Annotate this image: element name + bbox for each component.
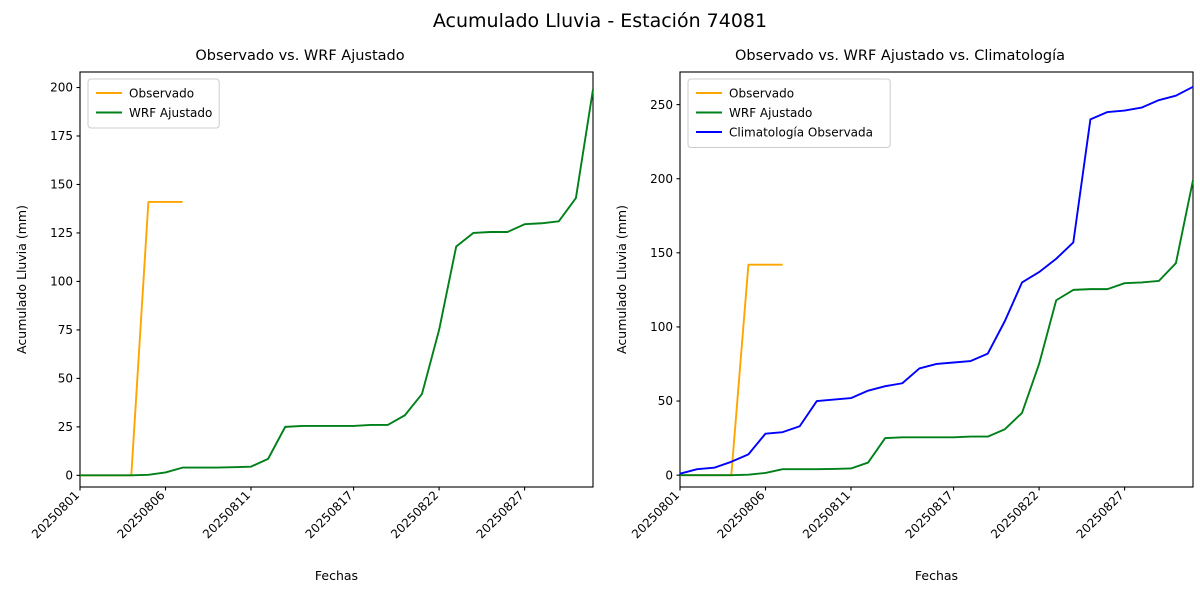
y-tick-label-right-0: 0: [665, 468, 673, 482]
y-tick-label-left-3: 75: [58, 323, 73, 337]
y-tick-label-left-0: 0: [65, 469, 73, 483]
legend-label-right-0: Observado: [729, 86, 794, 100]
y-tick-label-right-4: 200: [650, 172, 673, 186]
x-tick-label-left-0: 20250801: [29, 488, 82, 541]
y-axis-label-left: Acumulado Lluvia (mm): [14, 205, 29, 354]
x-tick-label-right-5: 20250827: [1074, 488, 1127, 541]
x-axis-label-left: Fechas: [315, 568, 358, 583]
series-line-right-2: [679, 85, 1194, 475]
x-tick-label-right-4: 20250822: [988, 488, 1041, 541]
x-tick-label-left-5: 20250827: [474, 488, 527, 541]
legend-label-left-0: Observado: [129, 86, 194, 100]
x-tick-label-left-1: 20250806: [115, 488, 168, 541]
y-axis-label-right: Acumulado Lluvia (mm): [614, 205, 629, 354]
y-tick-label-left-8: 200: [50, 81, 73, 95]
y-tick-label-right-1: 50: [658, 394, 673, 408]
x-tick-label-left-3: 20250817: [303, 488, 356, 541]
figure-title: Acumulado Lluvia - Estación 74081: [432, 10, 768, 32]
y-tick-label-right-3: 150: [650, 246, 673, 260]
x-tick-label-left-2: 20250811: [200, 488, 253, 541]
y-tick-label-left-7: 175: [50, 129, 73, 143]
legend-label-right-1: WRF Ajustado: [729, 106, 812, 120]
x-tick-label-right-3: 20250817: [903, 488, 956, 541]
y-tick-label-left-1: 25: [58, 420, 73, 434]
axes-right: 0 50 100 150 200 250 20250801 20250806 20250811 2…: [614, 71, 1194, 583]
panel-left-title: Observado vs. WRF Ajustado: [195, 48, 405, 64]
panel-right-title: Observado vs. WRF Ajustado vs. Climatolo…: [735, 48, 1065, 64]
plot-frame: [79, 71, 594, 488]
plot-frame: [679, 71, 1194, 488]
series-line-right-1: [680, 180, 1194, 477]
series-line-left-1: [80, 89, 594, 477]
y-tick-label-left-5: 125: [50, 226, 73, 240]
y-tick-label-right-5: 250: [650, 98, 673, 112]
x-axis-label-right: Fechas: [915, 568, 958, 583]
legend-box-right: [687, 78, 891, 148]
y-tick-label-right-2: 100: [650, 320, 673, 334]
y-tick-label-left-2: 50: [58, 372, 73, 386]
legend-label-right-2: Climatología Observada: [729, 125, 873, 139]
axes-left: 0 25 50 75 100 125 150 175 200 20250801 20250806 20…: [14, 71, 594, 583]
x-tick-label-left-4: 20250822: [388, 488, 441, 541]
series-line-left-0: [80, 200, 183, 477]
y-tick-label-left-6: 150: [50, 178, 73, 192]
legend-label-left-1: WRF Ajustado: [129, 106, 212, 120]
chart-panel-right: Observado vs. WRF Ajustado vs. Climatolo…: [600, 0, 1200, 600]
series-line-right-0: [680, 263, 783, 477]
legend-box-left: [87, 78, 220, 129]
y-tick-label-left-4: 100: [50, 275, 73, 289]
x-tick-label-right-2: 20250811: [800, 488, 853, 541]
x-tick-label-right-1: 20250806: [715, 488, 768, 541]
x-tick-label-right-0: 20250801: [629, 488, 682, 541]
chart-panel-left: Observado vs. WRF Ajustado 0 25 50 75 100 125…: [14, 48, 594, 583]
